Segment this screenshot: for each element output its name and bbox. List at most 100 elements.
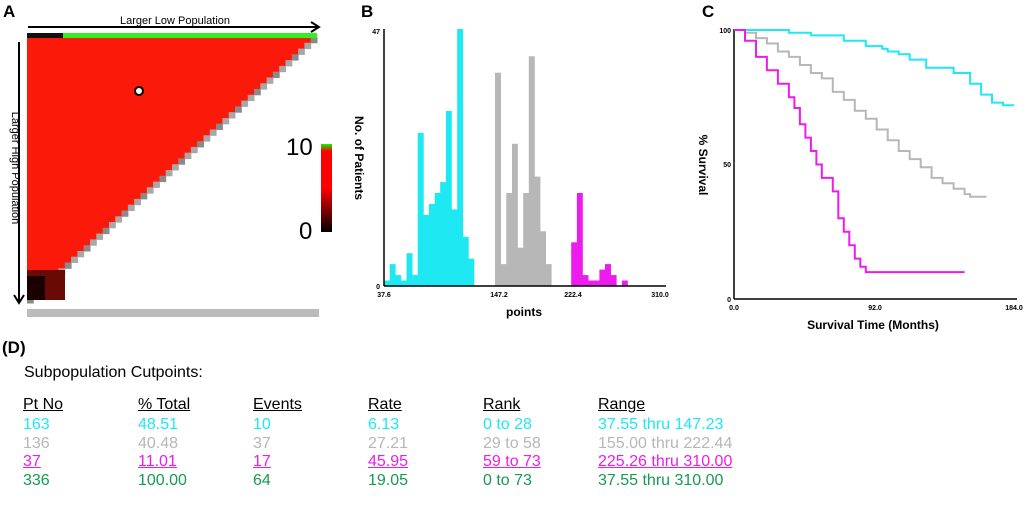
histogram-bar-low (457, 29, 464, 286)
cell-events: 17 (253, 453, 271, 471)
side-arrow-label: Larger High Population (9, 112, 21, 225)
cell-range: 37.55 thru 310.00 (598, 471, 724, 489)
histogram-bar-low (462, 236, 469, 286)
cell-pt-no: 136 (23, 434, 50, 452)
survival-x-title: Survival Time (Months) (807, 318, 939, 332)
histogram-bar-low (406, 253, 413, 286)
figure-canvas: A Larger Low Population Larger High Popu… (3, 2, 1023, 332)
survival-curves (734, 29, 1014, 274)
histogram-bar-low (389, 264, 396, 286)
side-arrow-head (13, 294, 25, 305)
heatmap-edge-cell (241, 100, 249, 107)
histogram-bar-low (395, 275, 402, 286)
heatmap-edge-cell (146, 187, 154, 194)
cell-range: 37.55 thru 147.23 (598, 416, 724, 434)
heatmap-edge-cell (235, 106, 242, 113)
cell-rank: 0 to 28 (483, 416, 532, 434)
heatmap-edge-cell (203, 135, 211, 142)
heatmap-edge-cell (298, 48, 305, 55)
heatmap-edge-cell (304, 42, 312, 50)
histogram-xtick: 37.6 (377, 292, 391, 299)
survival-curve-high (734, 29, 965, 274)
heatmap-edge-cell (266, 77, 274, 84)
survival-panel: 100 50 0 0.0 92.0 184.0 Survival Time (M… (696, 28, 1023, 332)
heatmap-edge-cell (254, 89, 261, 96)
panel-a-label: A (3, 2, 15, 21)
histogram-xtick: 310.0 (651, 292, 669, 299)
histogram-bar-low (440, 182, 447, 286)
heatmap-edge-cell (197, 141, 204, 148)
cell-pt-no: 37 (23, 453, 41, 471)
histogram-bar-high (576, 193, 583, 286)
header-percent-total: % Total (138, 396, 191, 413)
histogram-bar-mid (540, 231, 546, 286)
cell-rank: 0 to 73 (483, 471, 532, 489)
histogram-bar-low (412, 275, 419, 286)
heatmap-edge-cell (228, 112, 236, 119)
cell-percent-total: 11.01 (138, 453, 177, 471)
histogram-bar-low (429, 204, 435, 286)
histogram-y-title: No. of Patients (352, 116, 366, 200)
heatmap-edge-cell (190, 146, 198, 154)
histogram-bar-high (588, 280, 595, 286)
heatmap-edge-cell (90, 239, 97, 246)
cell-events: 10 (253, 416, 271, 434)
panel-d-label: (D) (2, 338, 26, 357)
histogram-xtick: 147.2 (490, 292, 508, 299)
table-row: 136 40.48 37 27.21 29 to 58 155.00 thru … (23, 435, 798, 454)
cell-percent-total: 48.51 (138, 416, 179, 434)
heatmap-edge-cell (272, 71, 280, 78)
histogram-bar-high (610, 275, 617, 286)
table-row: 37 11.01 17 45.95 59 to 73 225.26 thru 3… (23, 453, 798, 472)
cell-events: 64 (253, 471, 271, 489)
heatmap-edge-cell (260, 83, 268, 90)
survival-xtick: 0.0 (729, 305, 739, 312)
top-arrow-label: Larger Low Population (120, 15, 230, 27)
cell-range: 155.00 thru 222.44 (598, 434, 733, 452)
histogram-bar-low (400, 280, 407, 286)
cell-percent-total: 100.00 (138, 471, 187, 489)
heatmap-edge-cell (77, 251, 85, 258)
heatmap-dark-corner-inner (27, 276, 45, 300)
heatmap-diagonal (27, 37, 318, 304)
histogram-x-title: points (506, 305, 542, 319)
heatmap-edge-cell (291, 54, 299, 61)
heatmap-edge-cell (109, 222, 116, 229)
header-rate: Rate (368, 396, 402, 413)
heatmap-edge-cell (27, 297, 34, 304)
survival-xtick: 92.0 (868, 305, 882, 312)
heatmap-edge-cell (216, 123, 223, 130)
histogram-bar-mid (512, 143, 518, 286)
heatmap-edge-cell (71, 256, 78, 263)
histogram-bar-high (599, 269, 606, 286)
panel-c-label: C (702, 2, 714, 21)
heatmap-edge-cell (96, 233, 104, 240)
heatmap-marker (134, 86, 144, 96)
header-pt-no: Pt No (23, 396, 64, 413)
cell-pt-no: 163 (23, 416, 50, 434)
cell-rate: 27.21 (368, 434, 409, 452)
histogram-bar-high (571, 242, 578, 286)
heatmap-bottom-bar (27, 309, 319, 317)
heatmap-edge-cell (165, 170, 173, 177)
histogram-bars (384, 29, 628, 286)
heatmap-edge-cell (285, 60, 293, 67)
table-row: 163 48.51 10 6.13 0 to 28 37.55 thru 147… (23, 416, 798, 435)
histogram-panel: 47 0 37.6 147.2 222.4 310.0 points No. o… (352, 29, 669, 319)
heatmap-edge-cell (222, 118, 230, 125)
colorbar-max-label: 10 (286, 134, 313, 161)
histogram-bar-low (417, 132, 424, 286)
survival-curve-low (734, 29, 1014, 107)
header-range: Range (598, 396, 646, 413)
table-header-row: Pt No % Total Events Rate Rank Range (23, 394, 798, 416)
panel-b-label: B (361, 2, 373, 21)
cutpoints-table: Pt No % Total Events Rate Rank Range 163… (23, 394, 798, 490)
histogram-bar-mid (506, 193, 513, 286)
heatmap-edge-cell (115, 216, 123, 223)
heatmap-edge-cell (153, 181, 160, 188)
cell-rate: 6.13 (368, 416, 400, 434)
histogram-bar-mid (500, 264, 507, 286)
header-rank: Rank (483, 396, 521, 413)
heatmap-top-dark-cells (27, 33, 63, 38)
cell-percent-total: 40.48 (138, 434, 179, 452)
